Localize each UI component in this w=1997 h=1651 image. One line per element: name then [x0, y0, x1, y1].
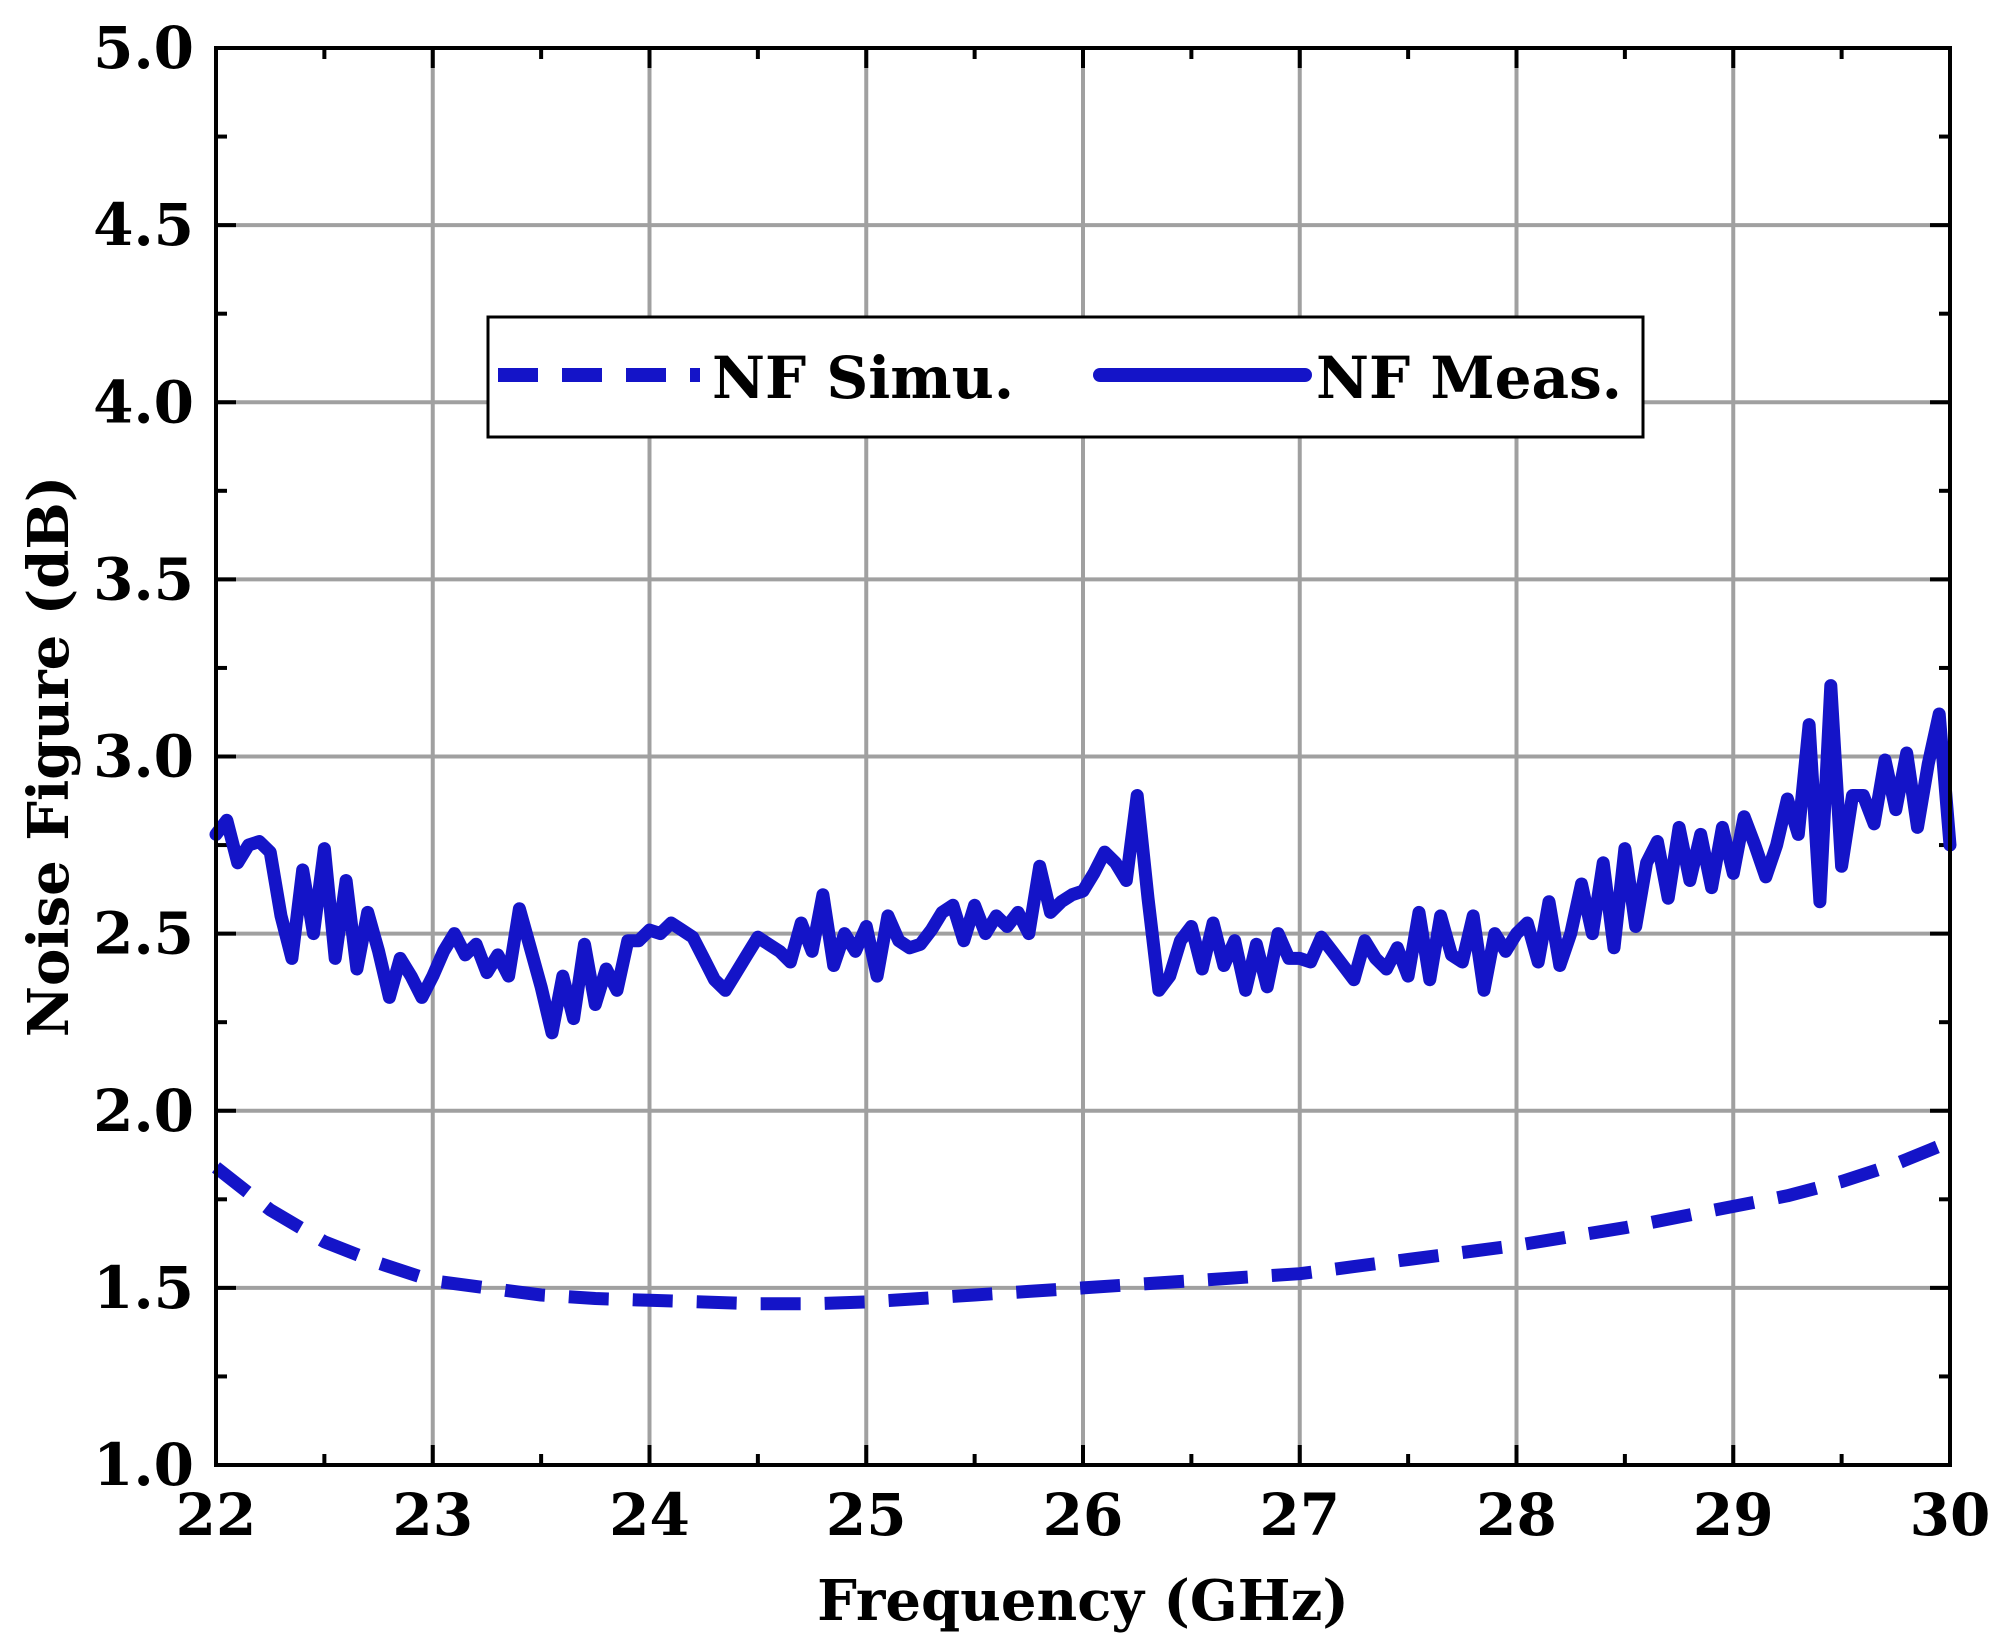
y-axis-title: Noise Figure (dB) — [16, 476, 82, 1037]
y-tick-label: 4.5 — [93, 191, 194, 259]
plot-frame — [214, 46, 1952, 1467]
x-tick-label: 29 — [1693, 1481, 1774, 1549]
grid-lines — [216, 48, 1950, 1465]
x-tick-label: 22 — [176, 1481, 257, 1549]
series-nf-meas-line — [209, 679, 1957, 1040]
x-tick-label: 23 — [392, 1481, 473, 1549]
x-tick-label: 28 — [1476, 1481, 1557, 1549]
y-tick-label: 1.0 — [93, 1431, 194, 1499]
y-tick-label: 4.0 — [93, 368, 194, 436]
legend-label-nf-meas: NF Meas. — [1316, 344, 1622, 412]
y-tick-label: 3.5 — [93, 545, 194, 613]
legend-label-nf-simu: NF Simu. — [712, 344, 1014, 412]
series-nf-simu-line — [211, 1140, 1942, 1311]
tick-labels: 22 23 24 25 26 27 28 29 30 1.0 1.5 2.0 2.5 3.0 3.5 4.0 4… — [93, 14, 1990, 1549]
x-tick-label: 30 — [1910, 1481, 1991, 1549]
y-tick-label: 2.0 — [93, 1077, 194, 1145]
x-axis-title: Frequency (GHz) — [817, 1568, 1349, 1634]
y-tick-label: 1.5 — [93, 1254, 194, 1322]
x-tick-label: 24 — [609, 1481, 690, 1549]
legend: NF Simu. NF Meas. — [486, 315, 1645, 439]
y-tick-label: 5.0 — [93, 14, 194, 82]
x-tick-label: 26 — [1043, 1481, 1124, 1549]
x-tick-label: 27 — [1259, 1481, 1340, 1549]
y-tick-label: 3.0 — [93, 723, 194, 791]
y-tick-label: 2.5 — [93, 900, 194, 968]
x-tick-label: 25 — [826, 1481, 907, 1549]
series-lines — [209, 679, 1957, 1311]
legend-box — [486, 315, 1645, 439]
